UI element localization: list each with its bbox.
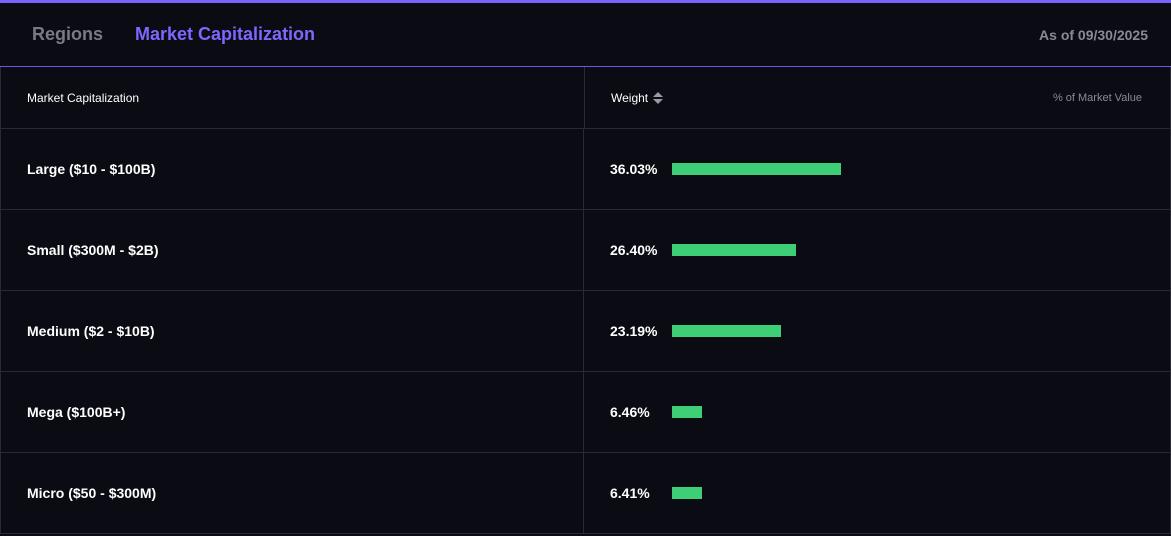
table-row: Medium ($2 - $10B) 23.19% [1, 291, 1170, 372]
row-label: Large ($10 - $100B) [1, 129, 584, 209]
column-header-weight-cell: Weight % of Market Value [585, 67, 1170, 128]
weight-bar [672, 325, 781, 337]
table-row: Small ($300M - $2B) 26.40% [1, 210, 1170, 291]
tab-regions[interactable]: Regions [32, 24, 104, 44]
tab-bar: Regions Market Capitalization [32, 24, 315, 45]
weight-bar-track [672, 487, 1142, 499]
table-row: Micro ($50 - $300M) 6.41% [1, 453, 1170, 534]
weight-bar-track [672, 244, 1142, 256]
row-weight-cell: 36.03% [584, 129, 1170, 209]
row-weight-value: 6.46% [610, 404, 650, 420]
panel-header: Regions Market Capitalization As of 09/3… [0, 3, 1171, 67]
tab-market-capitalization[interactable]: Market Capitalization [135, 24, 316, 44]
as-of-date: As of 09/30/2025 [1039, 26, 1148, 43]
row-weight-value: 26.40% [610, 242, 658, 258]
weight-bar-track [672, 325, 1142, 337]
table-row: Mega ($100B+) 6.46% [1, 372, 1170, 453]
weight-bar [672, 406, 702, 418]
row-label: Medium ($2 - $10B) [1, 291, 584, 371]
weight-bar [672, 244, 796, 256]
row-weight-cell: 26.40% [584, 210, 1170, 290]
table-row: Large ($10 - $100B) 36.03% [1, 129, 1170, 210]
row-label: Small ($300M - $2B) [1, 210, 584, 290]
weight-bar [672, 163, 841, 175]
sort-weight-button[interactable]: Weight [611, 90, 664, 105]
row-weight-value: 36.03% [610, 161, 658, 177]
row-label: Micro ($50 - $300M) [1, 453, 584, 533]
table-header-row: Market Capitalization Weight % of Market… [1, 67, 1170, 129]
percent-market-value-note: % of Market Value [1052, 91, 1142, 104]
sort-updown-icon [653, 91, 664, 104]
market-cap-table: Market Capitalization Weight % of Market… [0, 67, 1171, 534]
row-weight-value: 6.41% [610, 485, 650, 501]
column-header-market-cap: Market Capitalization [1, 67, 585, 128]
row-label: Mega ($100B+) [1, 372, 584, 452]
weight-bar-track [672, 163, 1142, 175]
weight-bar-track [672, 406, 1142, 418]
column-header-weight: Weight [611, 90, 649, 105]
row-weight-cell: 23.19% [584, 291, 1170, 371]
weight-bar [672, 487, 702, 499]
row-weight-cell: 6.46% [584, 372, 1170, 452]
row-weight-value: 23.19% [610, 323, 658, 339]
row-weight-cell: 6.41% [584, 453, 1170, 533]
